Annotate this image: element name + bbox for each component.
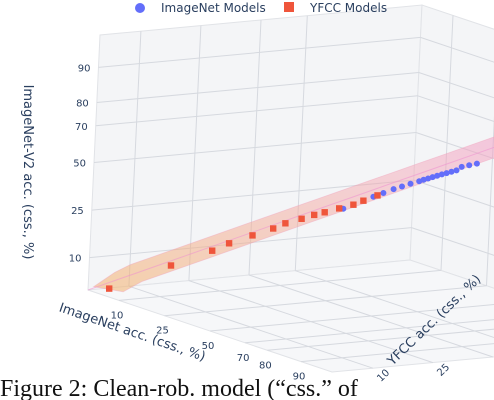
data-point-circle[interactable] bbox=[438, 171, 445, 178]
z-tick-label: 10 bbox=[69, 254, 82, 265]
x-tick-label: 70 bbox=[237, 353, 250, 364]
data-point-square[interactable] bbox=[209, 247, 216, 254]
z-tick-label: 90 bbox=[78, 63, 91, 74]
x-tick-label: 50 bbox=[202, 341, 215, 352]
data-point-circle[interactable] bbox=[443, 170, 450, 177]
wall-grid-line bbox=[415, 132, 494, 160]
data-point-square[interactable] bbox=[350, 201, 357, 208]
wall-grid-line bbox=[95, 95, 418, 127]
data-point-square[interactable] bbox=[282, 220, 289, 227]
data-points bbox=[106, 160, 480, 292]
x-tick-label: 90 bbox=[293, 372, 306, 383]
legend-marker-yfcc bbox=[284, 2, 294, 12]
data-point-circle[interactable] bbox=[399, 183, 405, 190]
wall-grid-line bbox=[413, 179, 494, 208]
fit-centerline bbox=[87, 146, 494, 291]
data-point-square[interactable] bbox=[321, 209, 328, 216]
data-point-circle[interactable] bbox=[466, 162, 473, 169]
floor-grid-line bbox=[248, 274, 494, 358]
figure-caption: Figure 2: Clean-rob. model (“css.” of bbox=[0, 376, 358, 400]
data-point-circle[interactable] bbox=[448, 168, 455, 175]
data-point-circle[interactable] bbox=[458, 163, 465, 170]
floor bbox=[87, 259, 494, 373]
floor-grid-line bbox=[128, 285, 374, 369]
legend-marker-imagenet bbox=[135, 3, 145, 13]
data-point-circle[interactable] bbox=[407, 180, 414, 187]
data-point-circle[interactable] bbox=[473, 160, 480, 167]
x-tick-label: 25 bbox=[156, 326, 169, 337]
data-point-square[interactable] bbox=[311, 211, 318, 219]
data-point-square[interactable] bbox=[106, 285, 113, 292]
data-point-circle[interactable] bbox=[390, 186, 397, 193]
wall-back-right bbox=[409, 4, 494, 289]
x-tick-label: 80 bbox=[259, 360, 272, 371]
data-point-square[interactable] bbox=[374, 192, 381, 199]
data-point-square[interactable] bbox=[225, 240, 233, 247]
floor-grid-line bbox=[188, 280, 434, 364]
data-point-circle[interactable] bbox=[420, 176, 427, 183]
y-tick-label: 10 bbox=[375, 368, 392, 385]
data-point-circle[interactable] bbox=[425, 175, 432, 182]
tick-labels: 10255070809010255070809010255070 bbox=[69, 63, 452, 385]
legend-label-imagenet[interactable]: ImageNet Models bbox=[161, 1, 266, 15]
data-point-circle[interactable] bbox=[380, 190, 387, 196]
data-point-square[interactable] bbox=[249, 232, 256, 239]
z-tick-label: 70 bbox=[75, 122, 88, 133]
data-point-circle[interactable] bbox=[429, 174, 436, 181]
z-tick-label: 50 bbox=[73, 159, 86, 170]
data-point-circle[interactable] bbox=[453, 167, 460, 174]
data-point-square[interactable] bbox=[336, 205, 343, 212]
wall-grid-line bbox=[418, 72, 494, 99]
z-tick-label: 80 bbox=[76, 99, 89, 110]
wall-grid-line bbox=[98, 36, 421, 68]
y-tick-label: 25 bbox=[435, 362, 452, 379]
z-tick-label: 25 bbox=[71, 206, 84, 217]
wall-grid-line bbox=[93, 132, 417, 163]
wall-grid-line bbox=[420, 36, 494, 63]
data-point-circle[interactable] bbox=[434, 172, 441, 179]
data-point-square[interactable] bbox=[167, 262, 175, 269]
wall-grid-line bbox=[411, 227, 494, 256]
legend-label-yfcc[interactable]: YFCC Models bbox=[309, 1, 387, 15]
x-tick-label: 10 bbox=[111, 310, 124, 321]
data-point-square[interactable] bbox=[360, 197, 367, 204]
data-point-square[interactable] bbox=[298, 215, 305, 222]
legend[interactable]: ImageNet Models YFCC Models bbox=[135, 1, 387, 15]
series-yfcc bbox=[106, 192, 381, 292]
wall-grid-line bbox=[96, 72, 419, 103]
data-point-square[interactable] bbox=[270, 225, 277, 232]
scene-grid bbox=[87, 4, 494, 373]
z-axis-label: ImageNet-V2 acc. (css., %) bbox=[20, 85, 35, 260]
wall-grid-line bbox=[417, 95, 494, 122]
floor-grid-line bbox=[295, 270, 494, 339]
fit-surface bbox=[87, 136, 494, 293]
